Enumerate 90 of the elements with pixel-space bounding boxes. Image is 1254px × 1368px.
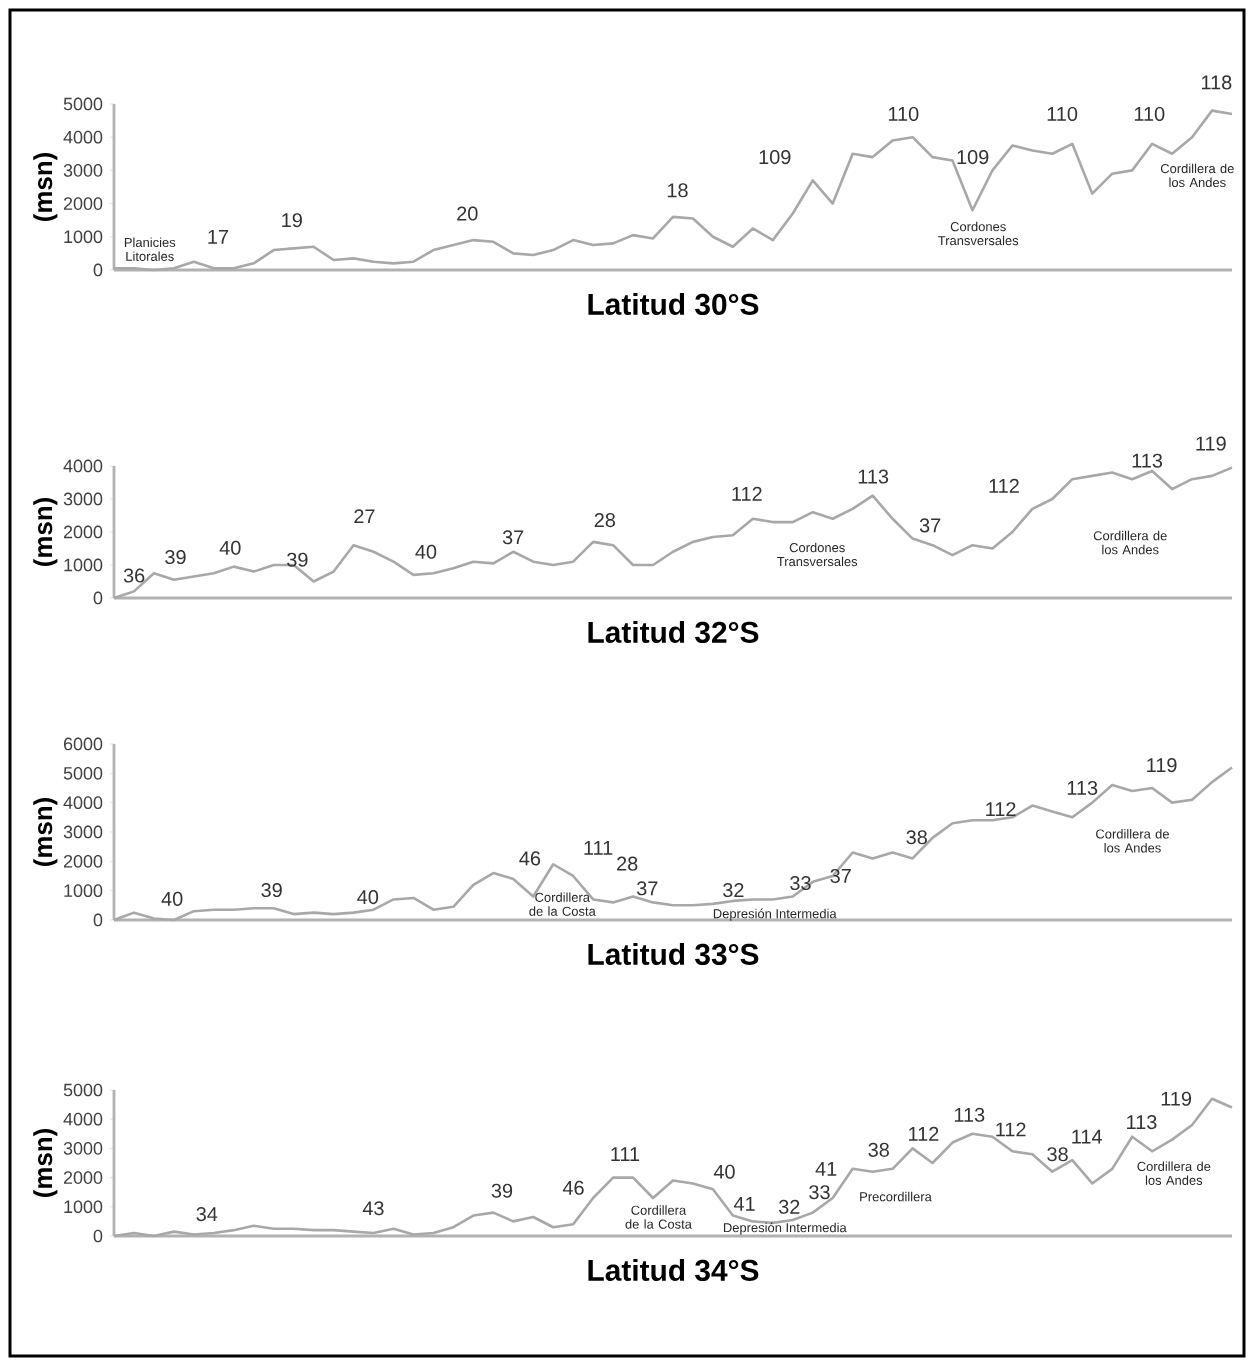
annotation: 113 [1067,780,1098,796]
line-series [112,109,1234,272]
annotation: 110 [1134,106,1165,121]
annotation: 40 [219,540,241,555]
y-tick-label: 1000 [64,1200,103,1214]
annotation: 32 [723,883,744,898]
annotation: 40 [161,891,183,906]
annotation: 33 [809,1185,830,1200]
annotation: 113 [1132,453,1163,468]
annotation: 113 [954,1107,985,1122]
y-tick-label: 5000 [63,1083,103,1097]
annotation: 39 [287,552,308,567]
x-axis-title: Latitud 34°S [588,1259,759,1282]
annotation: 113 [1127,1115,1157,1130]
annotation: 39 [165,550,186,565]
annotation: 112 [732,486,762,501]
annotation: 38 [868,1142,889,1157]
y-tick-label: 4000 [63,796,103,810]
y-tick-label: 3000 [63,825,103,839]
annotation: 37 [636,881,658,896]
annotation: 112 [986,802,1016,817]
annotation: 110 [888,106,919,121]
annotation: 46 [562,1180,584,1195]
annotation: 20 [457,206,478,221]
y-tick-label: 2000 [63,197,103,210]
annotation: 27 [354,509,375,524]
y-tick-label: 0 [93,913,103,927]
annotation: 37 [919,518,941,533]
annotation: 37 [830,868,851,884]
y-axis-title: (msn) [33,498,58,566]
y-tick-label: 2000 [63,525,103,539]
annotation: 111 [584,840,613,855]
annotation: 19 [282,213,302,228]
y-tick-label: 0 [93,1229,103,1243]
annotation: 110 [1047,106,1078,121]
y-tick-label: 6000 [63,737,103,751]
annotation: 17 [208,229,229,244]
y-axis-title: (msn) [33,1129,58,1197]
x-axis-title: Latitud 33°S [588,943,759,966]
annotation: 38 [906,830,927,845]
y-tick-label: 1000 [64,230,103,244]
y-tick-label: 2000 [63,1171,103,1184]
text: 119 [1196,436,1226,451]
annotation: 113 [858,469,889,484]
x-axis-title: Latitud 32°S [588,621,759,644]
annotation: 18 [667,183,688,198]
y-tick-label: 5000 [63,97,103,111]
annotation: 36 [123,568,145,583]
annotation: 39 [491,1183,513,1198]
y-tick-label: 1000 [64,558,103,572]
annotation: 46 [519,851,541,866]
y-tick-label: 0 [93,591,103,605]
annotation: 33 [790,875,811,891]
annotation: 114 [1072,1129,1102,1144]
y-tick-label: 3000 [63,1142,103,1155]
y-axis-title: (msn) [33,153,58,221]
y-tick-label: 2000 [63,854,103,868]
line-series [112,466,1234,600]
y-tick-label: 5000 [63,766,103,780]
annotation: 112 [909,1126,939,1141]
annotation: 43 [362,1201,384,1216]
text: 118 [1201,75,1232,90]
annotation: 28 [594,513,616,528]
annotation: 39 [261,883,282,898]
x-axis-title: Latitud 30°S [588,293,759,316]
annotation: 32 [778,1199,800,1214]
annotation: 38 [1047,1147,1068,1162]
annotation: 37 [502,530,524,545]
annotation: 119 [1161,1091,1192,1106]
annotation: 109 [957,150,989,165]
annotation: 28 [617,856,638,871]
y-tick-label: 1000 [64,884,103,898]
annotation: 112 [996,1122,1026,1137]
y-tick-label: 3000 [63,492,103,506]
annotation: 119 [1147,758,1177,773]
y-tick-label: 4000 [63,459,103,473]
y-tick-label: 4000 [63,130,103,144]
annotation: 41 [733,1197,755,1211]
y-tick-label: 0 [93,263,103,277]
annotation: 111 [611,1147,640,1162]
y-tick-label: 4000 [63,1112,103,1126]
annotation: 109 [759,150,791,165]
annotation: 40 [713,1164,735,1179]
y-axis-title: (msn) [33,798,58,866]
annotation: 34 [196,1207,218,1222]
annotation: 112 [989,478,1019,493]
annotation: 40 [357,890,379,905]
y-tick-label: 3000 [63,164,103,177]
annotation: 40 [415,544,437,559]
annotation: 41 [815,1161,837,1176]
